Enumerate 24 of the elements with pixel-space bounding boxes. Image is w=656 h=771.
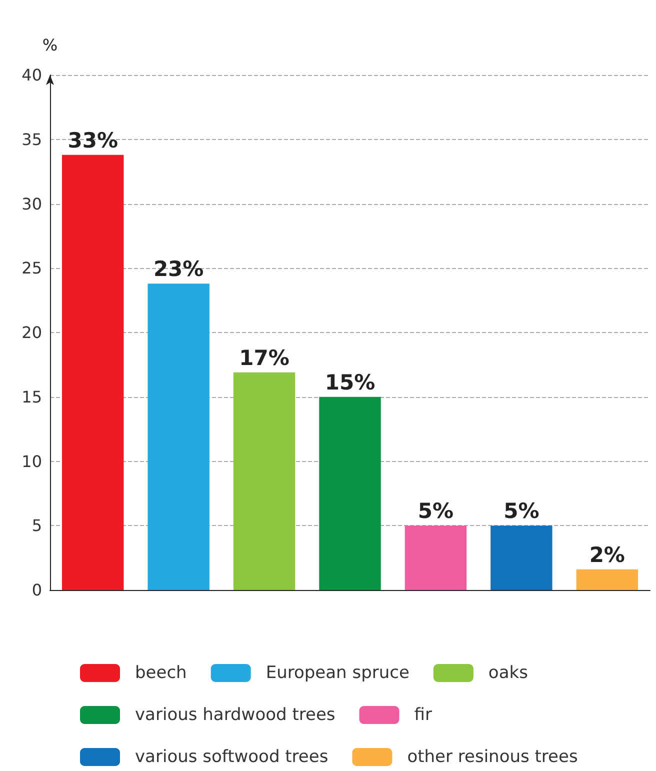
y-tick-label: 10 bbox=[22, 452, 42, 471]
text: 2% bbox=[589, 542, 625, 567]
legend-label: various softwood trees bbox=[135, 747, 328, 767]
text: 17% bbox=[239, 346, 290, 370]
y-tick-label: 30 bbox=[22, 194, 42, 214]
text: 15% bbox=[324, 370, 376, 394]
legend-label: oaks bbox=[488, 663, 528, 683]
legend-label: fir bbox=[414, 705, 432, 725]
y-tick-label: 0 bbox=[32, 580, 42, 600]
text: 23% bbox=[153, 257, 204, 282]
legend-label: beech bbox=[135, 663, 187, 683]
y-tick-label: 20 bbox=[22, 323, 42, 342]
y-axis-title: % bbox=[42, 36, 58, 54]
text: 5% bbox=[418, 499, 454, 524]
y-tick-label: 35 bbox=[22, 130, 42, 149]
y-tick-label: 25 bbox=[22, 258, 42, 278]
text: 5% bbox=[504, 499, 540, 524]
y-tick-label: 5 bbox=[32, 516, 42, 536]
legend-label: various hardwood trees bbox=[135, 705, 336, 725]
y-tick-label: 40 bbox=[22, 66, 42, 84]
text: 33% bbox=[68, 128, 118, 152]
legend-label: European spruce bbox=[266, 663, 410, 683]
legend-label: other resinous trees bbox=[407, 747, 578, 767]
y-tick-label: 15 bbox=[22, 387, 42, 406]
